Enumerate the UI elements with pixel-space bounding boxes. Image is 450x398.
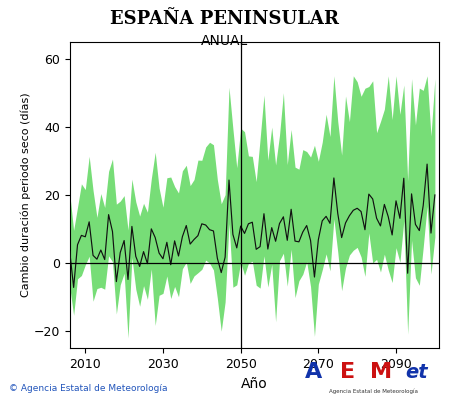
Text: A: A: [304, 362, 322, 382]
Text: ANUAL: ANUAL: [202, 34, 248, 48]
Text: et: et: [405, 363, 428, 382]
Text: © Agencia Estatal de Meteorología: © Agencia Estatal de Meteorología: [9, 384, 167, 393]
Text: M: M: [369, 362, 392, 382]
Text: E: E: [340, 362, 355, 382]
Y-axis label: Cambio duración periodo seco (días): Cambio duración periodo seco (días): [20, 93, 31, 297]
X-axis label: Año: Año: [241, 377, 268, 390]
Text: ESPAÑA PENINSULAR: ESPAÑA PENINSULAR: [111, 10, 339, 28]
Text: Agencia Estatal de Meteorología: Agencia Estatal de Meteorología: [329, 388, 418, 394]
